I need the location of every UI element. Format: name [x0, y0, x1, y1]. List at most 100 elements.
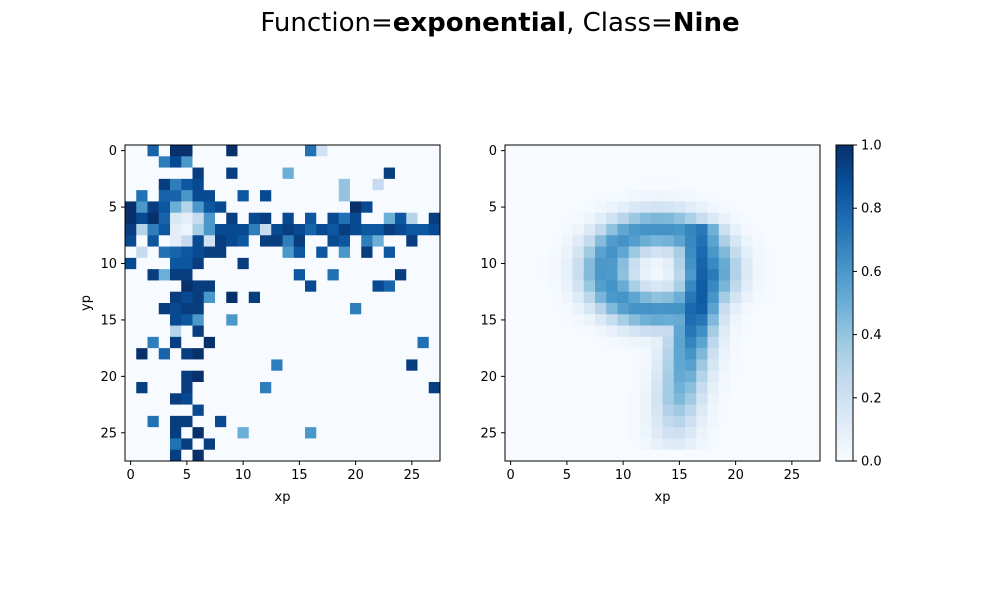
heatmap-cell: [293, 212, 306, 225]
heatmap-cell: [350, 370, 362, 383]
heatmap-cell: [673, 167, 686, 180]
y-tick-label: 10: [100, 257, 117, 272]
heatmap-cell: [226, 370, 238, 383]
heatmap-cell: [158, 246, 171, 259]
heatmap-cell: [147, 235, 160, 247]
heatmap-cell: [718, 415, 731, 428]
heatmap-cell: [226, 257, 238, 270]
heatmap-cell: [181, 303, 193, 315]
heatmap-cell: [628, 314, 641, 326]
heatmap-cell: [428, 404, 441, 417]
heatmap-cell: [158, 303, 171, 315]
heatmap-cell: [248, 404, 261, 417]
heatmap-cell: [203, 145, 216, 157]
heatmap-cell: [406, 427, 418, 439]
heatmap-cell: [797, 201, 810, 214]
heatmap-cell: [158, 280, 171, 293]
heatmap-cell: [763, 156, 776, 168]
heatmap-cell: [505, 257, 517, 270]
heatmap-cell: [136, 359, 148, 372]
heatmap-cell: [350, 314, 362, 326]
y-tick-label: 5: [489, 201, 497, 216]
heatmap-cell: [125, 359, 137, 372]
heatmap-cell: [406, 235, 418, 247]
heatmap-cell: [305, 336, 317, 349]
heatmap-cell: [786, 280, 798, 293]
heatmap-cell: [383, 336, 396, 349]
y-tick-label: 15: [480, 313, 497, 328]
heatmap-cell: [293, 415, 306, 428]
heatmap-cell: [248, 269, 261, 281]
heatmap-cell: [361, 190, 373, 202]
heatmap-cell: [350, 246, 362, 259]
heatmap-cell: [158, 415, 171, 428]
heatmap-cell: [248, 145, 261, 157]
heatmap-cell: [696, 145, 708, 157]
heatmap-cell: [260, 348, 272, 360]
heatmap-cell: [673, 348, 686, 360]
heatmap-cell: [372, 167, 385, 180]
heatmap-cell: [775, 359, 787, 372]
heatmap-cell: [361, 291, 373, 304]
heatmap-cell: [316, 415, 328, 428]
heatmap-cell: [516, 415, 528, 428]
heatmap-cell: [305, 393, 317, 405]
heatmap-cell: [730, 167, 742, 180]
heatmap-cell: [763, 348, 776, 360]
heatmap-cell: [125, 348, 137, 360]
heatmap-cell: [775, 201, 787, 214]
heatmap-cell: [797, 235, 810, 247]
heatmap-cell: [248, 427, 261, 439]
heatmap-cell: [350, 404, 362, 417]
heatmap-cell: [203, 224, 216, 236]
heatmap-cell: [696, 449, 708, 462]
heatmap-cell: [685, 212, 697, 225]
heatmap-cell: [685, 449, 697, 462]
heatmap-cell: [406, 393, 418, 405]
heatmap-cell: [350, 235, 362, 247]
heatmap-cell: [192, 370, 205, 383]
heatmap-cell: [383, 303, 396, 315]
heatmap-cell: [583, 348, 596, 360]
heatmap-cell: [595, 156, 607, 168]
heatmap-cell: [662, 257, 675, 270]
heatmap-cell: [786, 393, 798, 405]
heatmap-cell: [338, 427, 351, 439]
heatmap-cell: [327, 156, 340, 168]
heatmap-cell: [707, 393, 720, 405]
heatmap-cell: [237, 438, 250, 451]
heatmap-cell: [516, 336, 528, 349]
heatmap-cell: [550, 269, 562, 281]
heatmap-cell: [215, 359, 227, 372]
heatmap-cell: [136, 212, 148, 225]
heatmap-cell: [282, 145, 295, 157]
heatmap-cell: [327, 303, 340, 315]
heatmap-cell: [606, 382, 618, 394]
heatmap-cell: [763, 235, 776, 247]
heatmap-cell: [617, 438, 630, 451]
heatmap-cell: [158, 404, 171, 417]
heatmap-cell: [572, 291, 585, 304]
heatmap-cell: [606, 449, 618, 462]
heatmap-cell: [282, 303, 295, 315]
heatmap-cell: [260, 325, 272, 338]
heatmap-cell: [327, 291, 340, 304]
heatmap-cell: [158, 235, 171, 247]
heatmap-cell: [170, 348, 182, 360]
heatmap-cell: [158, 382, 171, 394]
heatmap-cell: [203, 370, 216, 383]
heatmap-cell: [527, 280, 540, 293]
heatmap-cell: [181, 246, 193, 259]
heatmap-cell: [752, 370, 765, 383]
heatmap-cell: [662, 224, 675, 236]
heatmap-cell: [808, 201, 821, 214]
heatmap-cell: [293, 246, 306, 259]
heatmap-cell: [752, 167, 765, 180]
heatmap-cell: [583, 427, 596, 439]
heatmap-cell: [651, 370, 663, 383]
heatmap-cell: [125, 382, 137, 394]
heatmap-cell: [260, 178, 272, 191]
heatmap-cell: [527, 269, 540, 281]
heatmap-cell: [136, 190, 148, 202]
